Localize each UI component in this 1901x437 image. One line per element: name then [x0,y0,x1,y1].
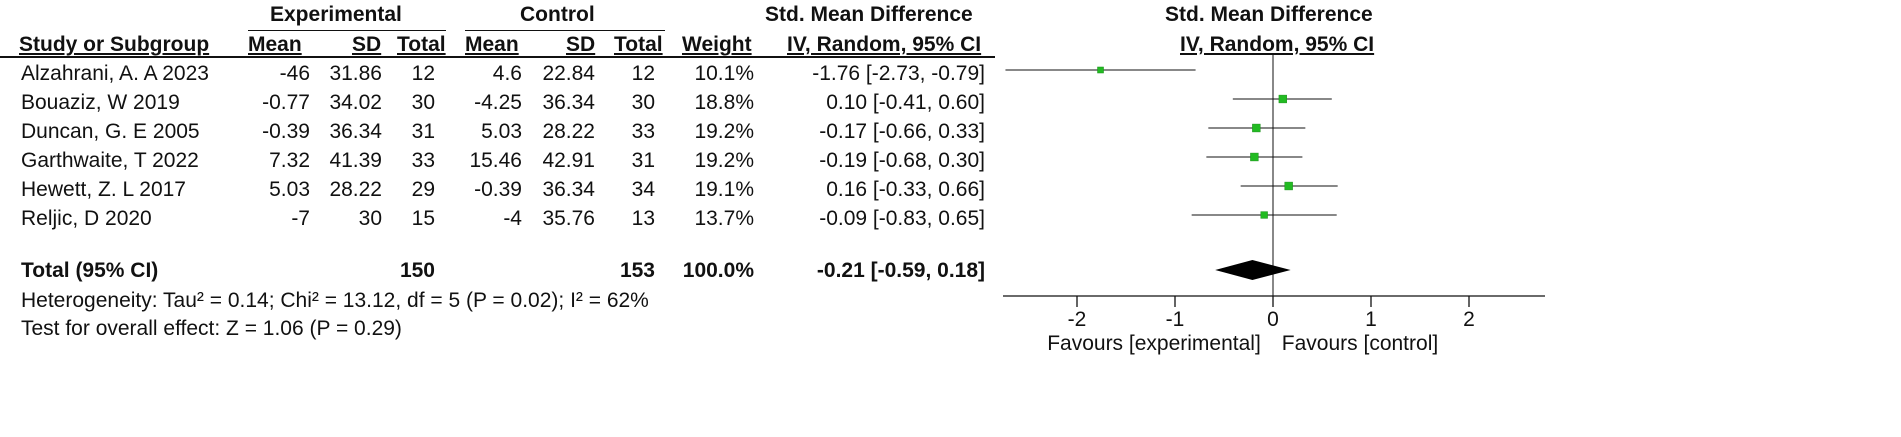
study-ci: -0.09 [-0.83, 0.65] [819,207,985,230]
study-weight: 13.7% [694,207,754,230]
experimental-group-rule [248,30,446,31]
control-total: 34 [631,178,655,201]
experimental-mean: -0.77 [262,91,310,114]
favours-experimental-label: Favours [experimental] [1047,332,1261,355]
experimental-total: 30 [411,91,435,114]
total-label: Total (95% CI) [21,259,159,282]
study-name: Duncan, G. E 2005 [21,120,200,143]
experimental-total-header: Total [397,33,446,56]
x-tick-label: -2 [1068,308,1087,331]
control-group-rule [465,30,665,31]
study-weight: 19.2% [694,120,754,143]
control-mean: 15.46 [469,149,522,172]
study-name: Garthwaite, T 2022 [21,149,199,172]
experimental-mean: -0.39 [262,120,310,143]
control-sd: 35.76 [542,207,595,230]
heterogeneity-text: Heterogeneity: Tau² = 0.14; Chi² = 13.12… [21,289,649,312]
control-mean: -4 [503,207,522,230]
plot-method-header: IV, Random, 95% CI [1180,33,1375,56]
study-weight: 19.2% [694,149,754,172]
study-effect-marker [1252,123,1261,133]
study-name: Reljic, D 2020 [21,207,152,230]
study-name: Bouaziz, W 2019 [21,91,180,114]
experimental-sd-header: SD [352,33,382,56]
study-column-header: Study or Subgroup [19,33,210,56]
study-weight: 19.1% [694,178,754,201]
control-sd: 42.91 [542,149,595,172]
study-weight: 10.1% [694,62,754,85]
control-mean: 4.6 [492,62,522,85]
experimental-mean: -46 [279,62,310,85]
x-tick-label: 1 [1365,308,1377,331]
study-ci: -0.17 [-0.66, 0.33] [819,120,985,143]
overall-effect-text: Test for overall effect: Z = 1.06 (P = 0… [21,317,402,340]
study-effect-marker [1250,152,1259,162]
control-sd: 36.34 [542,178,595,201]
study-ci: 0.16 [-0.33, 0.66] [826,178,985,201]
study-name: Hewett, Z. L 2017 [21,178,186,201]
smd-column-title: Std. Mean Difference [765,3,973,26]
experimental-sd: 34.02 [329,91,382,114]
control-sd: 36.34 [542,91,595,114]
study-name: Alzahrani, A. A 2023 [21,62,209,85]
x-tick-label: 0 [1267,308,1279,331]
control-total: 30 [631,91,655,114]
plot-title: Std. Mean Difference [1165,3,1373,26]
control-sd: 28.22 [542,120,595,143]
experimental-total: 31 [411,120,435,143]
control-sd: 22.84 [542,62,595,85]
control-total: 33 [631,120,655,143]
experimental-sd: 30 [358,207,382,230]
control-mean: -0.39 [474,178,522,201]
study-weight: 18.8% [694,91,754,114]
control-mean-header: Mean [465,33,519,56]
summary-diamond [1215,260,1291,280]
study-effect-marker [1278,94,1287,104]
experimental-sd: 41.39 [329,149,382,172]
experimental-sd: 36.34 [329,120,382,143]
study-effect-marker [1097,66,1104,74]
x-tick-label: 2 [1463,308,1475,331]
experimental-sd: 28.22 [329,178,382,201]
experimental-sd: 31.86 [329,62,382,85]
control-total-header: Total [614,33,663,56]
total-control-n: 153 [619,259,655,282]
experimental-total: 33 [411,149,435,172]
weight-header: Weight [682,33,752,56]
total-weight: 100.0% [682,259,754,282]
study-effect-marker [1284,181,1293,191]
smd-method-header: IV, Random, 95% CI [787,33,982,56]
control-mean: -4.25 [474,91,522,114]
control-group-header: Control [520,3,595,26]
experimental-mean: -7 [291,207,310,230]
control-mean: 5.03 [481,120,522,143]
experimental-mean: 7.32 [269,149,310,172]
study-ci: -1.76 [-2.73, -0.79] [812,62,985,85]
study-ci: -0.19 [-0.68, 0.30] [819,149,985,172]
control-total: 12 [631,62,655,85]
experimental-total: 29 [411,178,435,201]
experimental-total: 15 [411,207,435,230]
experimental-mean: 5.03 [269,178,310,201]
total-experimental-n: 150 [399,259,435,282]
control-total: 31 [631,149,655,172]
favours-control-label: Favours [control] [1281,332,1439,355]
total-ci: -0.21 [-0.59, 0.18] [816,259,985,282]
experimental-mean-header: Mean [248,33,302,56]
control-total: 13 [631,207,655,230]
experimental-total: 12 [411,62,435,85]
study-ci: 0.10 [-0.41, 0.60] [826,91,985,114]
experimental-group-header: Experimental [270,3,402,26]
header-bottom-rule [0,56,995,58]
x-tick-label: -1 [1166,308,1185,331]
control-sd-header: SD [566,33,596,56]
study-effect-marker [1260,211,1268,219]
